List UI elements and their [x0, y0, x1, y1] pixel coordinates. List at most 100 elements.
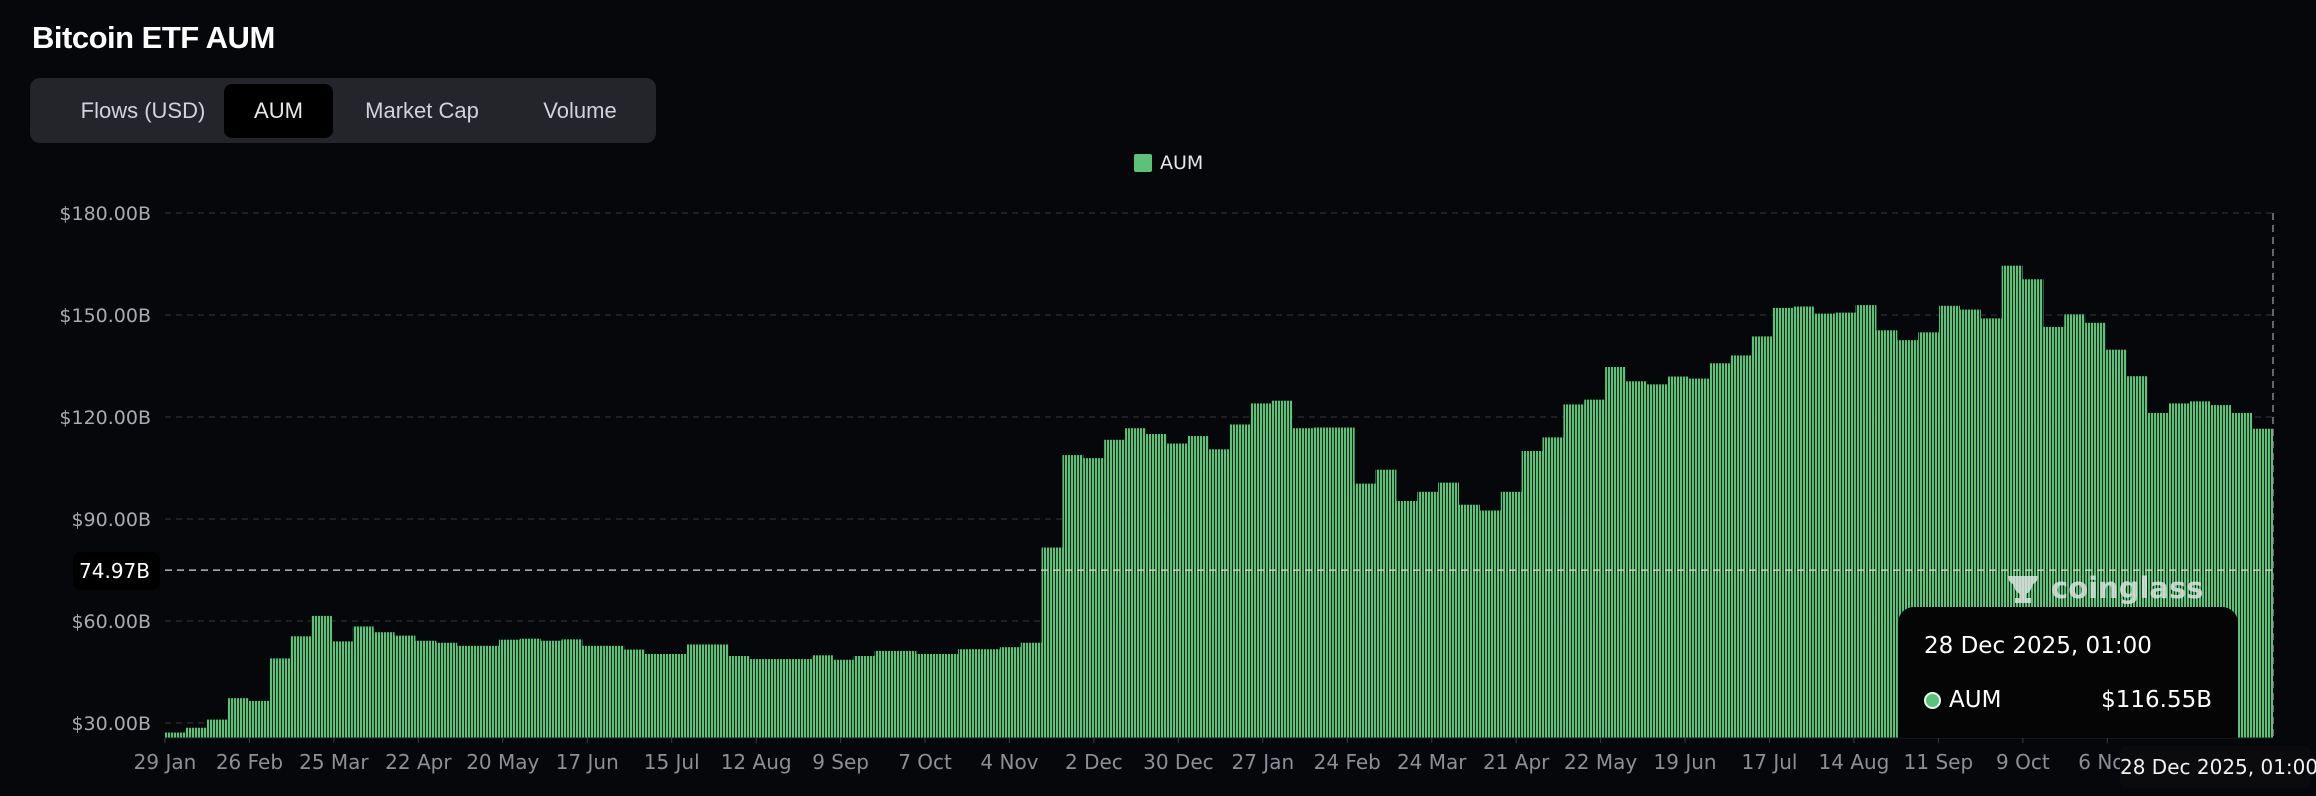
bar[interactable] [999, 647, 1021, 738]
bar[interactable] [770, 659, 792, 738]
bar[interactable] [937, 653, 959, 738]
bar[interactable] [269, 658, 291, 738]
bar[interactable] [1584, 399, 1606, 738]
x-tick-label: 22 Apr [385, 750, 452, 774]
chart-legend[interactable]: AUM [1134, 152, 1203, 174]
bar[interactable] [1813, 313, 1835, 738]
bar[interactable] [290, 636, 312, 738]
bar[interactable] [248, 700, 270, 738]
bar[interactable] [1208, 449, 1230, 738]
bar[interactable] [1396, 500, 1418, 738]
x-tick-label: 12 Aug [721, 750, 792, 774]
bar[interactable] [1792, 306, 1814, 739]
tab-volume[interactable]: Volume [543, 98, 617, 123]
bar[interactable] [832, 659, 854, 738]
bar[interactable] [1125, 428, 1146, 738]
bar[interactable] [1542, 437, 1564, 738]
bar[interactable] [1312, 427, 1334, 738]
bar[interactable] [1062, 455, 1084, 738]
bar[interactable] [749, 659, 771, 738]
x-tick-label: 9 Sep [812, 750, 869, 774]
tab-flows[interactable]: Flows (USD) [80, 98, 206, 123]
bar[interactable] [1375, 469, 1397, 738]
x-tick-label: 26 Feb [216, 750, 283, 774]
bar[interactable] [812, 655, 833, 738]
bar[interactable] [1646, 384, 1668, 738]
bar[interactable] [1625, 381, 1647, 738]
bar[interactable] [1709, 363, 1731, 738]
bar[interactable] [519, 638, 541, 738]
bar[interactable] [311, 615, 332, 738]
bar[interactable] [478, 645, 499, 738]
bar[interactable] [1417, 491, 1439, 738]
bar[interactable] [958, 649, 979, 738]
bar[interactable] [665, 653, 687, 738]
bar[interactable] [791, 659, 813, 738]
bar[interactable] [373, 632, 395, 738]
bar[interactable] [1041, 547, 1063, 738]
tab-aum[interactable]: AUM [224, 84, 333, 138]
bar[interactable] [1479, 510, 1501, 739]
bar[interactable] [916, 653, 938, 738]
bar[interactable] [165, 732, 186, 738]
bar[interactable] [1271, 400, 1293, 738]
bar[interactable] [624, 649, 646, 738]
bar[interactable] [394, 635, 416, 738]
bar[interactable] [1751, 336, 1773, 738]
x-tick-label: 21 Apr [1483, 750, 1550, 774]
bar[interactable] [978, 649, 1000, 738]
bar[interactable] [352, 626, 374, 738]
bar[interactable] [1521, 451, 1543, 738]
tab-market-cap[interactable]: Market Cap [365, 98, 479, 123]
bar[interactable] [227, 698, 249, 738]
bar[interactable] [436, 642, 458, 738]
bar[interactable] [415, 640, 437, 738]
bar[interactable] [1876, 330, 1898, 738]
bar[interactable] [1333, 427, 1355, 738]
crosshair-y-label: 74.97B [73, 552, 160, 590]
bar[interactable] [1688, 378, 1710, 738]
coinglass-logo-icon [2008, 576, 2038, 603]
bar[interactable] [1020, 642, 1042, 738]
x-tick-label: 22 May [1564, 750, 1637, 774]
bar[interactable] [540, 640, 562, 738]
bar[interactable] [582, 645, 604, 738]
bar[interactable] [1104, 439, 1126, 738]
bar[interactable] [561, 639, 583, 738]
bar[interactable] [686, 644, 708, 738]
bar[interactable] [728, 656, 750, 738]
bar[interactable] [2252, 428, 2273, 738]
bar[interactable] [874, 650, 896, 738]
bar[interactable] [1834, 312, 1856, 738]
bar[interactable] [1145, 434, 1167, 738]
bar[interactable] [1166, 443, 1188, 738]
bar[interactable] [185, 727, 207, 738]
bar[interactable] [498, 639, 520, 738]
bar[interactable] [895, 650, 917, 738]
bar[interactable] [206, 719, 228, 738]
bar[interactable] [1354, 483, 1376, 738]
bar[interactable] [1083, 458, 1105, 738]
bar[interactable] [457, 645, 479, 738]
bar[interactable] [1459, 504, 1480, 738]
bar[interactable] [645, 653, 666, 738]
x-tick-label: 9 Oct [1996, 750, 2050, 774]
bar[interactable] [1438, 482, 1460, 738]
bar[interactable] [1187, 436, 1209, 738]
bar[interactable] [331, 641, 353, 738]
bar[interactable] [1730, 355, 1752, 738]
bar[interactable] [1500, 491, 1522, 738]
bar[interactable] [1855, 305, 1877, 738]
bar[interactable] [1292, 428, 1313, 738]
bar[interactable] [707, 644, 729, 738]
bar[interactable] [1229, 424, 1251, 738]
x-tick-label: 4 Nov [980, 750, 1038, 774]
bar[interactable] [1772, 307, 1793, 738]
x-tick-label: 17 Jun [556, 750, 619, 774]
bar[interactable] [1563, 404, 1585, 738]
bar[interactable] [853, 656, 875, 738]
bar[interactable] [1667, 376, 1689, 738]
bar[interactable] [1605, 367, 1626, 738]
bar[interactable] [603, 645, 625, 738]
x-tick-label: 20 May [466, 750, 539, 774]
